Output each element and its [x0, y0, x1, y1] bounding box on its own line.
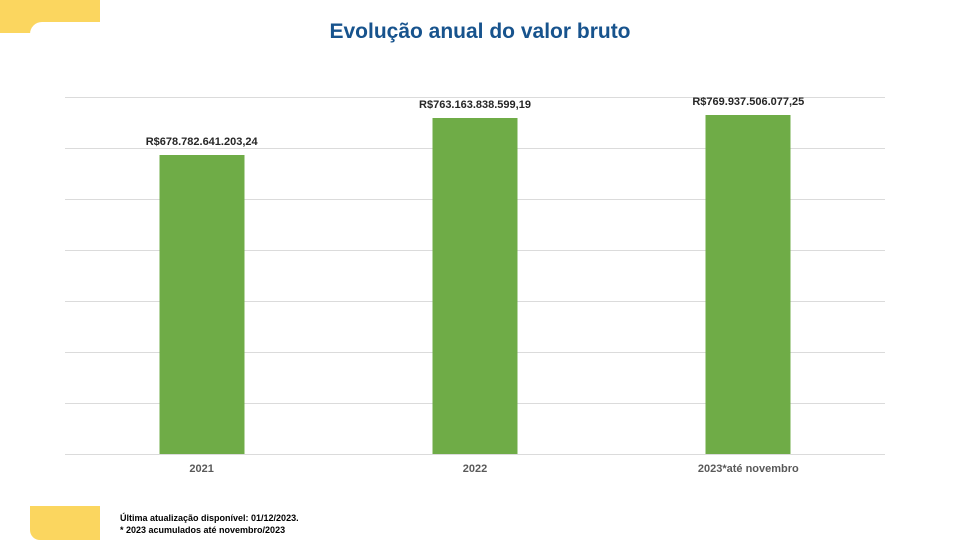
gridline: [65, 97, 885, 98]
bar-2022: [432, 117, 518, 454]
footnote-accumulated: * 2023 acumulados até novembro/2023: [120, 525, 286, 535]
bar-group: R$763.163.838.599,19 2022: [338, 97, 611, 475]
bar-chart: R$678.782.641.203,24 2021 R$763.163.838.59…: [65, 95, 885, 475]
decorative-yellow-bottom: [30, 506, 100, 540]
category-label: 2021: [189, 463, 214, 475]
chart-title: Evolução anual do valor bruto: [329, 20, 631, 43]
footnote-update: Última atualização disponível: 01/12/202…: [120, 513, 299, 523]
category-label: 2023*até novembro: [697, 463, 799, 475]
bar-value-label: R$678.782.641.203,24: [145, 135, 258, 148]
footnotes: Última atualização disponível: 01/12/202…: [120, 512, 299, 536]
bar-group: R$769.937.506.077,25 2023*até novembro: [612, 95, 885, 475]
bar-2023*até novembro: [705, 114, 791, 454]
bar-2021: [159, 154, 245, 454]
category-label: 2022: [462, 463, 488, 475]
bar-group: R$678.782.641.203,24 2021: [65, 97, 338, 475]
bar-value-label: R$763.163.838.599,19: [419, 98, 531, 111]
bar-value-label: R$769.937.506.077,25: [692, 95, 805, 108]
decorative-white-notch: [30, 22, 102, 35]
gridline: [65, 454, 885, 455]
